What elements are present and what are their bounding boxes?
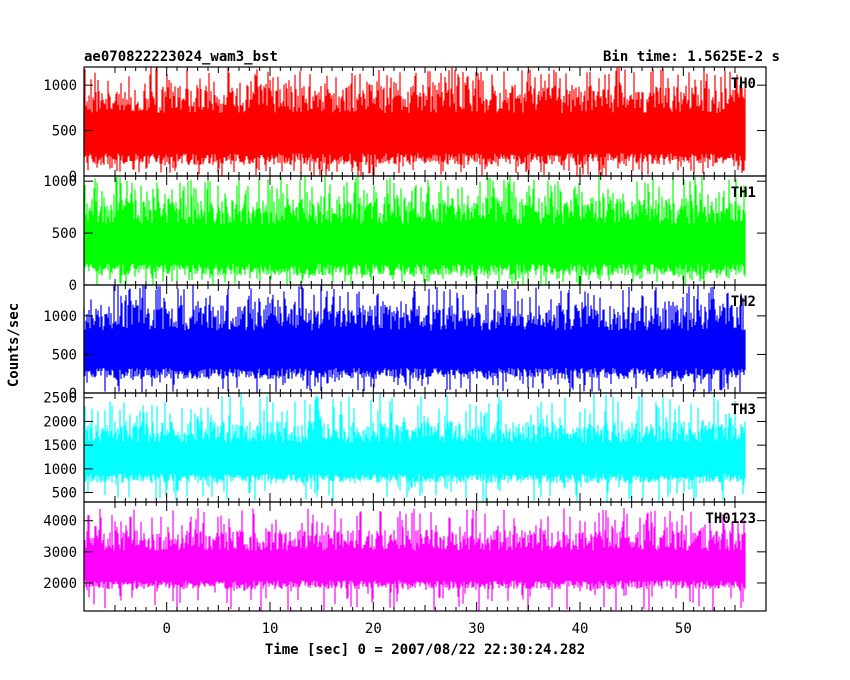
y-tick-label: 500 xyxy=(52,486,77,502)
y-tick-label: 500 xyxy=(52,347,77,363)
y-tick-label: 500 xyxy=(52,124,77,140)
y-tick-label: 1000 xyxy=(43,78,77,94)
panel-th0123: 2000 3000 4000 TH0123 xyxy=(43,501,767,612)
x-axis-label: Time [sec] 0 = 2007/08/22 22:30:24.282 xyxy=(265,642,585,658)
y-tick-label: 1000 xyxy=(43,309,77,325)
y-tick-label: 0 xyxy=(69,386,77,402)
y-tick-label: 0 xyxy=(69,169,77,185)
x-tick-label: 10 xyxy=(262,621,279,637)
series-label: TH0123 xyxy=(705,511,756,527)
panel-th1: 0 500 1000 TH1 xyxy=(43,174,767,294)
y-tick-label: 1000 xyxy=(43,174,77,190)
y-tick-label: 1500 xyxy=(43,438,77,454)
y-tick-label: 4000 xyxy=(43,514,77,530)
series-th3 xyxy=(83,393,746,502)
series-th0123 xyxy=(83,508,746,611)
x-tick-label: 40 xyxy=(572,621,589,637)
y-tick-label: 2000 xyxy=(43,576,77,592)
series-label: TH1 xyxy=(731,185,756,201)
y-tick-label: 2500 xyxy=(43,391,77,407)
y-axis-label: Counts/sec xyxy=(6,303,22,387)
panel-th2: 0 500 1000 TH2 xyxy=(43,284,767,402)
series-th0 xyxy=(83,67,746,176)
panel-th3: 500 1000 1500 2000 2500 TH3 xyxy=(43,391,767,503)
x-tick-label: 30 xyxy=(468,621,485,637)
series-label: TH3 xyxy=(731,402,756,418)
series-label: TH0 xyxy=(731,76,756,92)
x-tick-label: 50 xyxy=(675,621,692,637)
series-th1 xyxy=(83,176,746,285)
series-label: TH2 xyxy=(731,294,756,310)
y-tick-label: 1000 xyxy=(43,462,77,478)
x-tick-label: 20 xyxy=(365,621,382,637)
y-tick-label: 3000 xyxy=(43,545,77,561)
bin-time-label: Bin time: 1.5625E-2 s xyxy=(603,49,780,65)
panel-th0: 0 500 1000 TH0 xyxy=(43,66,767,185)
y-tick-label: 0 xyxy=(69,278,77,294)
y-tick-label: 500 xyxy=(52,226,77,242)
chart-title: ae070822223024_wam3_bst xyxy=(84,49,278,65)
x-tick-label: 0 xyxy=(162,621,170,637)
series-th2 xyxy=(83,285,746,393)
y-tick-label: 2000 xyxy=(43,414,77,430)
